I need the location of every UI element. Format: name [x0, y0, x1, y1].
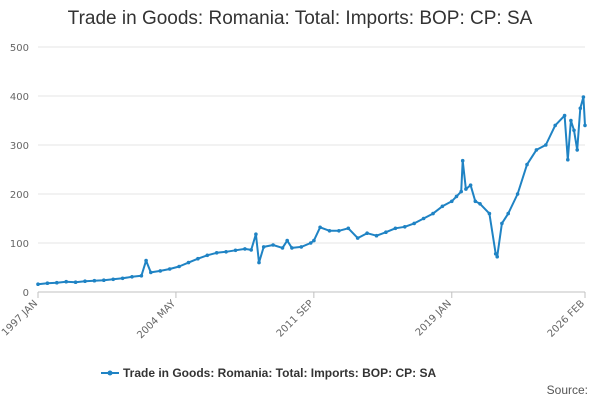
data-point[interactable] — [403, 225, 407, 229]
data-point[interactable] — [487, 211, 492, 216]
data-point[interactable] — [312, 238, 316, 243]
data-point[interactable] — [553, 123, 557, 128]
data-point[interactable] — [468, 183, 473, 187]
data-point[interactable] — [144, 258, 148, 263]
data-point[interactable] — [186, 260, 191, 265]
data-point[interactable] — [464, 187, 468, 191]
data-point[interactable] — [243, 247, 247, 251]
x-tick-label: 2026 FEB — [546, 298, 588, 340]
data-point[interactable] — [64, 279, 68, 284]
data-point[interactable] — [271, 243, 275, 247]
y-tick-label: 0 — [23, 288, 29, 299]
data-point[interactable] — [569, 118, 573, 123]
data-point[interactable] — [500, 221, 504, 226]
data-point[interactable] — [111, 277, 115, 282]
x-tick-label: 2019 JAN — [414, 298, 454, 338]
data-point[interactable] — [196, 256, 200, 261]
data-point[interactable] — [431, 211, 435, 216]
data-point[interactable] — [493, 252, 498, 256]
data-point[interactable] — [365, 231, 369, 235]
data-point[interactable] — [337, 229, 341, 233]
x-tick-label: 2004 MAY — [135, 298, 178, 341]
y-tick-label: 300 — [10, 141, 29, 152]
data-point[interactable] — [205, 253, 210, 258]
data-point[interactable] — [566, 157, 570, 162]
data-point[interactable] — [473, 199, 478, 204]
y-tick-label: 100 — [10, 239, 29, 250]
data-point[interactable] — [374, 233, 379, 238]
data-point[interactable] — [55, 280, 59, 285]
data-point[interactable] — [45, 281, 50, 286]
data-point[interactable] — [257, 260, 261, 265]
series-line — [37, 96, 586, 286]
data-point[interactable] — [102, 278, 106, 283]
data-point[interactable] — [280, 246, 285, 250]
data-point[interactable] — [506, 211, 511, 216]
data-point[interactable] — [393, 226, 398, 231]
data-point[interactable] — [581, 95, 586, 99]
chart-title: Trade in Goods: Romania: Total: Imports:… — [67, 8, 533, 29]
data-point[interactable] — [412, 221, 417, 226]
x-tick-label: 2011 SEP — [275, 298, 316, 339]
y-tick-label: 200 — [10, 190, 29, 201]
data-point[interactable] — [158, 269, 163, 273]
data-point[interactable] — [299, 245, 304, 249]
series-imports — [36, 95, 587, 287]
data-point[interactable] — [318, 225, 322, 230]
data-point[interactable] — [572, 128, 576, 133]
data-point[interactable] — [73, 280, 78, 285]
y-axis-ticks: 0 100 200 300 400 500 — [10, 43, 29, 299]
data-point[interactable] — [454, 194, 459, 199]
data-point[interactable] — [177, 264, 181, 269]
data-point[interactable] — [578, 106, 583, 111]
legend-label: Trade in Goods: Romania: Total: Imports:… — [123, 366, 436, 380]
data-point[interactable] — [450, 199, 454, 204]
data-point[interactable] — [36, 282, 40, 287]
data-point[interactable] — [534, 148, 539, 152]
data-point[interactable] — [575, 148, 579, 152]
data-point[interactable] — [120, 276, 125, 281]
y-tick-label: 500 — [10, 43, 29, 54]
data-point[interactable] — [583, 123, 587, 128]
data-point[interactable] — [285, 238, 290, 243]
data-point[interactable] — [384, 230, 388, 234]
data-point[interactable] — [254, 232, 258, 236]
x-axis-ticks: 1997 JAN 2004 MAY 2011 SEP 2019 JAN 2026 FEB — [0, 292, 587, 341]
data-point[interactable] — [233, 248, 238, 253]
data-point[interactable] — [167, 267, 172, 271]
data-point[interactable] — [478, 202, 482, 206]
data-point[interactable] — [224, 250, 228, 254]
data-point[interactable] — [459, 189, 464, 194]
data-point[interactable] — [525, 162, 529, 167]
data-point[interactable] — [495, 254, 500, 259]
legend[interactable]: Trade in Goods: Romania: Total: Imports:… — [101, 366, 436, 380]
data-point[interactable] — [544, 143, 548, 147]
data-point[interactable] — [440, 204, 445, 209]
data-point[interactable] — [83, 279, 87, 284]
data-point[interactable] — [346, 226, 351, 231]
data-point[interactable] — [355, 236, 360, 240]
data-point[interactable] — [515, 192, 520, 196]
legend-marker — [107, 370, 113, 376]
gridlines — [38, 46, 585, 244]
data-point[interactable] — [249, 248, 253, 252]
data-point[interactable] — [290, 246, 294, 250]
data-point[interactable] — [139, 274, 144, 278]
data-point[interactable] — [421, 216, 426, 221]
data-point[interactable] — [130, 275, 134, 279]
data-point[interactable] — [214, 251, 219, 255]
data-point[interactable] — [92, 278, 97, 283]
data-point[interactable] — [562, 113, 567, 118]
source-label: Source: — [547, 383, 588, 397]
y-tick-label: 400 — [10, 92, 29, 103]
data-point[interactable] — [327, 229, 332, 233]
x-tick-label: 1997 JAN — [0, 298, 40, 338]
data-point[interactable] — [460, 158, 465, 163]
data-point[interactable] — [149, 270, 153, 275]
data-point[interactable] — [261, 245, 266, 249]
data-point[interactable] — [308, 241, 313, 245]
